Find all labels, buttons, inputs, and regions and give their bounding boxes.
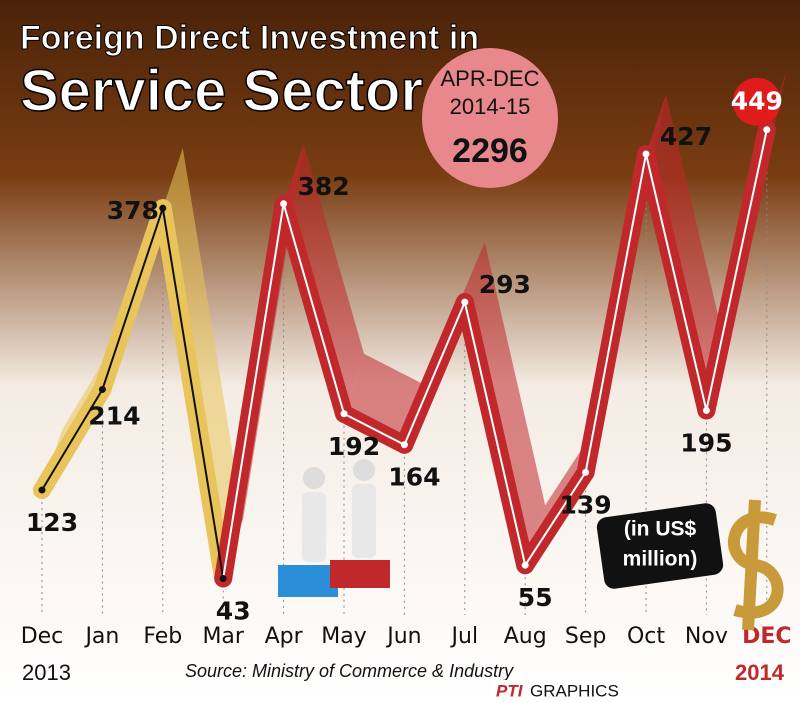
- unit-label: (in US$: [624, 518, 697, 541]
- value-label: 382: [298, 172, 350, 201]
- ribbon-face: [162, 148, 244, 579]
- data-line: [705, 129, 768, 411]
- data-line: [161, 208, 225, 579]
- unit-label: million): [623, 548, 698, 571]
- handshake-icon: [278, 459, 390, 597]
- data-line: [101, 207, 164, 390]
- value-label: 427: [660, 122, 712, 151]
- value-label: 43: [216, 596, 251, 625]
- data-point: [38, 486, 46, 494]
- x-tick-label: Jun: [385, 624, 421, 649]
- ribbon-face: [464, 242, 546, 566]
- value-label: 164: [388, 463, 440, 492]
- data-point: [763, 126, 771, 134]
- ribbon-face: [283, 143, 364, 414]
- value-label: 293: [479, 270, 531, 299]
- value-label: 55: [518, 583, 553, 612]
- x-tick-label: Jan: [83, 624, 119, 649]
- dollar-icon: [727, 499, 784, 631]
- value-label: 139: [560, 490, 612, 519]
- x-tick-label: Apr: [265, 624, 304, 649]
- badge-period: 2014-15: [450, 94, 531, 119]
- value-label: 195: [680, 428, 732, 457]
- data-point: [702, 406, 710, 414]
- x-tick-label: Feb: [143, 624, 182, 649]
- data-line: [403, 301, 466, 446]
- credit: PTI: [496, 681, 524, 700]
- unit-box: [596, 503, 724, 589]
- x-tick-label: Aug: [504, 624, 547, 649]
- badge-period: APR-DEC: [440, 66, 539, 91]
- data-point: [582, 468, 590, 476]
- x-tick-label: Nov: [685, 624, 728, 649]
- credit: GRAPHICS: [530, 681, 619, 700]
- data-point: [219, 574, 227, 582]
- year-label: 2013: [22, 660, 71, 685]
- data-line: [645, 153, 708, 411]
- data-point: [340, 410, 348, 418]
- title-line: Service Sector: [20, 58, 423, 123]
- x-tick-label: May: [321, 624, 366, 649]
- value-label: 449: [731, 87, 783, 116]
- value-label: 192: [328, 432, 380, 461]
- data-point: [159, 204, 167, 212]
- ribbon-face: [646, 94, 727, 411]
- year-label: 2014: [735, 660, 785, 685]
- badge-total: 2296: [452, 132, 528, 170]
- data-line: [524, 471, 587, 566]
- data-line: [222, 203, 285, 579]
- x-tick-label: Jul: [450, 624, 479, 649]
- x-tick-label: Dec: [21, 624, 64, 649]
- data-line: [584, 153, 647, 473]
- value-label: 378: [107, 196, 159, 225]
- data-point: [280, 200, 288, 208]
- data-line: [41, 388, 104, 491]
- data-point: [400, 441, 408, 449]
- badge: [422, 48, 558, 188]
- value-label: 214: [88, 401, 140, 430]
- x-tick-label: Oct: [627, 624, 665, 649]
- data-line: [463, 301, 527, 566]
- data-line: [343, 412, 405, 446]
- data-point: [642, 150, 650, 158]
- value-badge: [732, 77, 781, 126]
- data-line: [282, 203, 345, 415]
- data-point: [521, 561, 529, 569]
- data-point: [461, 298, 469, 306]
- title-line: Foreign Direct Investment in: [20, 19, 479, 57]
- data-point: [98, 385, 106, 393]
- credit-box: [492, 680, 622, 703]
- source: Source: Ministry of Commerce & Industry: [185, 661, 514, 681]
- value-label: 123: [26, 508, 78, 537]
- x-tick-label: Mar: [202, 624, 244, 649]
- x-tick-label: Sep: [565, 624, 606, 649]
